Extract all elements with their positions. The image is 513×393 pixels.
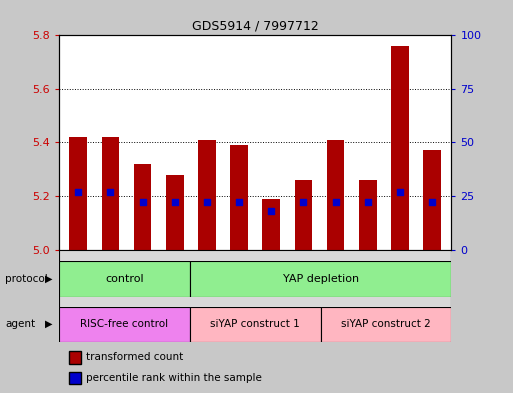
Bar xyxy=(59,261,190,297)
Point xyxy=(203,199,211,206)
Text: protocol: protocol xyxy=(5,274,48,284)
Point xyxy=(74,189,83,195)
Bar xyxy=(134,164,151,250)
Text: YAP depletion: YAP depletion xyxy=(283,274,359,284)
Bar xyxy=(423,151,441,250)
Point xyxy=(364,199,372,206)
Bar xyxy=(198,140,216,250)
Text: siYAP construct 1: siYAP construct 1 xyxy=(210,319,300,329)
Bar xyxy=(190,307,321,342)
Bar xyxy=(391,46,409,250)
Bar xyxy=(166,174,184,250)
Bar xyxy=(102,137,120,250)
Text: control: control xyxy=(105,274,144,284)
Bar xyxy=(321,307,451,342)
Text: transformed count: transformed count xyxy=(86,352,184,362)
Text: RISC-free control: RISC-free control xyxy=(81,319,168,329)
Point xyxy=(171,199,179,206)
Bar xyxy=(190,261,451,297)
Text: percentile rank within the sample: percentile rank within the sample xyxy=(86,373,262,383)
Point xyxy=(139,199,147,206)
Bar xyxy=(327,140,345,250)
Text: ▶: ▶ xyxy=(45,319,52,329)
Point xyxy=(331,199,340,206)
Point xyxy=(396,189,404,195)
Text: siYAP construct 2: siYAP construct 2 xyxy=(341,319,431,329)
Point xyxy=(300,199,308,206)
Title: GDS5914 / 7997712: GDS5914 / 7997712 xyxy=(192,20,319,33)
Text: agent: agent xyxy=(5,319,35,329)
Point xyxy=(428,199,436,206)
Point xyxy=(235,199,243,206)
Point xyxy=(267,208,275,214)
Bar xyxy=(359,180,377,250)
Point xyxy=(106,189,114,195)
Bar xyxy=(294,180,312,250)
Bar xyxy=(230,145,248,250)
Bar xyxy=(69,137,87,250)
Bar xyxy=(263,199,280,250)
Bar xyxy=(59,307,190,342)
Text: ▶: ▶ xyxy=(45,274,52,284)
